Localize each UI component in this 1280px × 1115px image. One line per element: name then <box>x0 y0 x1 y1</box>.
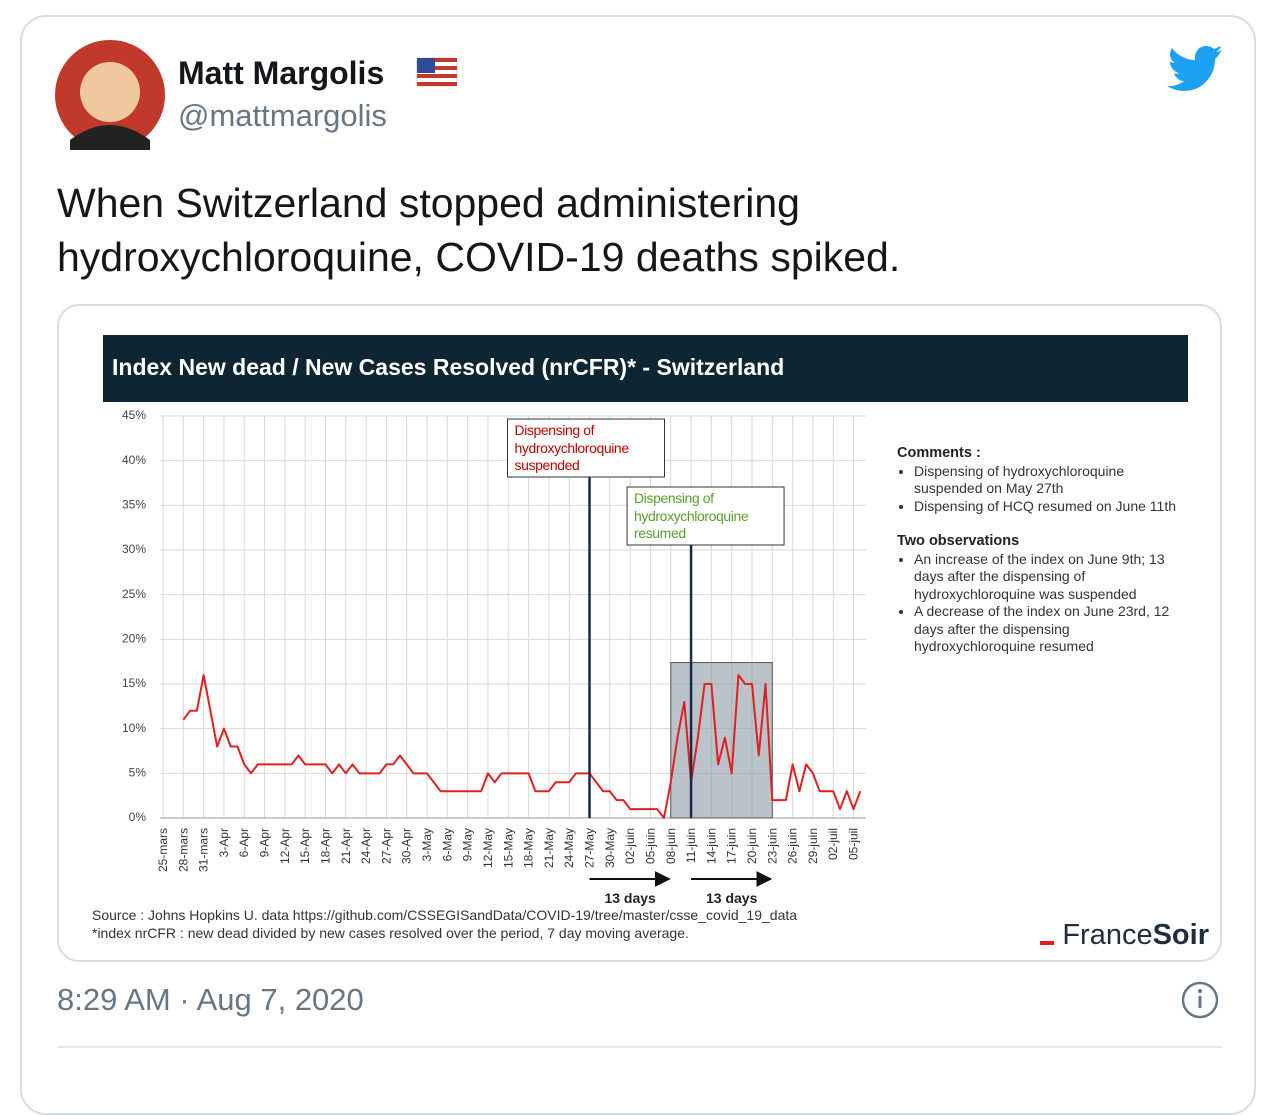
avatar-face <box>80 62 140 122</box>
x-tick-label: 24-Apr <box>359 828 373 864</box>
x-tick-label: 21-May <box>542 828 556 868</box>
annotation-holder: Dispensing of hydroxychloroquine suspend… <box>514 422 630 473</box>
x-tick-label: 27-May <box>583 828 597 868</box>
x-tick-label: 26-juin <box>786 828 800 864</box>
twitter-logo[interactable] <box>1167 46 1222 91</box>
y-tick-label: 45% <box>122 408 146 422</box>
chart-title: Index New dead / New Cases Resolved (nrC… <box>112 354 784 380</box>
annotation-box <box>626 486 785 546</box>
x-tick-label: 30-Apr <box>400 828 414 864</box>
y-tick-label: 10% <box>122 721 146 735</box>
data-line <box>182 674 862 819</box>
logo-dash <box>1040 941 1054 945</box>
panel-title: Comments : <box>897 445 981 461</box>
y-tick-label: 40% <box>122 453 146 467</box>
x-tick-label: 02-juin <box>623 828 637 864</box>
chart: Index New dead / New Cases Resolved (nrC… <box>55 40 1222 1048</box>
comments-panel: Comments : Dispensing of hydroxychloroqui… <box>897 445 1182 674</box>
x-tick-label: 3-Apr <box>217 828 231 857</box>
page: Index New dead / New Cases Resolved (nrC… <box>0 0 1280 1068</box>
panel-item: A decrease of the index on June 23rd, 12… <box>914 603 1182 656</box>
x-tick-label: 27-Apr <box>379 828 393 864</box>
x-tick-label: 6-May <box>440 828 454 861</box>
x-tick-label: 9-May <box>461 828 475 861</box>
y-tick-label: 5% <box>129 766 147 780</box>
x-tick-label: 02-juil <box>826 828 840 860</box>
arrow-label: 13 days <box>604 890 656 906</box>
author-handle[interactable]: @mattmargolis <box>178 98 387 133</box>
avatar-body <box>70 125 150 150</box>
y-tick-label: 15% <box>122 676 146 690</box>
tweet-text: When Switzerland stopped administering h… <box>57 180 901 280</box>
annotation-box <box>507 418 666 478</box>
x-tick-label: 18-May <box>522 828 536 868</box>
y-tick-label: 25% <box>122 587 146 601</box>
panel-title: Two observations <box>897 533 1020 549</box>
y-tick-label: 35% <box>122 498 146 512</box>
source: Source : Johns Hopkins U. data https://g… <box>92 906 797 942</box>
y-tick-label: 0% <box>129 810 147 824</box>
plot: 0% 5% 10% 15% 20% 25% 30% 35% 40% 45% 25-mars 28-ma… <box>122 408 866 906</box>
annotation-text: Dispensing of hydroxychloroquine resumed <box>634 490 749 541</box>
x-tick-label: 28-mars <box>176 828 190 872</box>
panel-item: An increase of the index on June 9th; 13… <box>914 551 1182 604</box>
x-tick-label: 14-juin <box>704 828 718 864</box>
image-frame[interactable] <box>57 304 1222 962</box>
x-tick-label: 11-juin <box>684 828 698 863</box>
x-tick-label: 05-juil <box>847 828 861 860</box>
x-tick-label: 21-Apr <box>339 828 353 864</box>
source-line: Source : Johns Hopkins U. data https://g… <box>92 907 798 923</box>
panel-item: Dispensing of HCQ resumed on June 11th <box>914 498 1182 516</box>
annotation-text: Dispensing of hydroxychloroquine suspend… <box>514 422 630 473</box>
x-tick-label: 18-Apr <box>318 828 332 864</box>
x-tick-label: 12-May <box>481 828 495 868</box>
logo: FranceSoir <box>1062 919 1209 951</box>
x-tick-label: 9-Apr <box>258 828 272 857</box>
author-name[interactable]: Matt Margolis <box>178 55 385 91</box>
chart-header <box>103 335 1188 402</box>
annotation-holder: Dispensing of hydroxychloroquine resumed <box>634 490 749 541</box>
x-tick-label: 25-mars <box>156 828 170 872</box>
x-tick-label: 15-Apr <box>298 828 312 864</box>
flag-icon <box>416 57 458 87</box>
x-tick-label: 20-juin <box>745 828 759 864</box>
x-tick-label: 12-Apr <box>278 828 292 864</box>
x-tick-label: 08-juin <box>664 828 678 864</box>
x-tick-label: 05-juin <box>643 828 657 864</box>
timestamp[interactable]: 8:29 AM · Aug 7, 2020 <box>57 982 364 1017</box>
info-icon[interactable] <box>1181 981 1219 1019</box>
arrow-label: 13 days <box>706 890 758 906</box>
x-tick-label: 15-May <box>501 828 515 868</box>
x-tick-label: 23-juin <box>765 828 779 864</box>
x-tick-label: 3-May <box>420 828 434 861</box>
x-tick-label: 6-Apr <box>237 828 251 857</box>
x-tick-label: 30-May <box>603 828 617 868</box>
footnote: *index nrCFR : new dead divided by new c… <box>92 925 689 941</box>
x-tick-label: 24-May <box>562 828 576 868</box>
panel-list: An increase of the index on June 9th; 13… <box>897 551 1182 656</box>
logo-part: Soir <box>1153 919 1209 951</box>
x-tick-label: 29-juin <box>806 828 820 864</box>
y-tick-label: 30% <box>122 542 146 556</box>
panel-item: Dispensing of hydroxychloroquine suspend… <box>914 463 1182 498</box>
logo-part: France <box>1062 919 1152 951</box>
x-tick-label: 31-mars <box>197 828 211 872</box>
x-tick-label: 17-juin <box>725 828 739 864</box>
y-tick-label: 20% <box>122 632 146 646</box>
panel-list: Dispensing of hydroxychloroquine suspend… <box>897 463 1182 516</box>
